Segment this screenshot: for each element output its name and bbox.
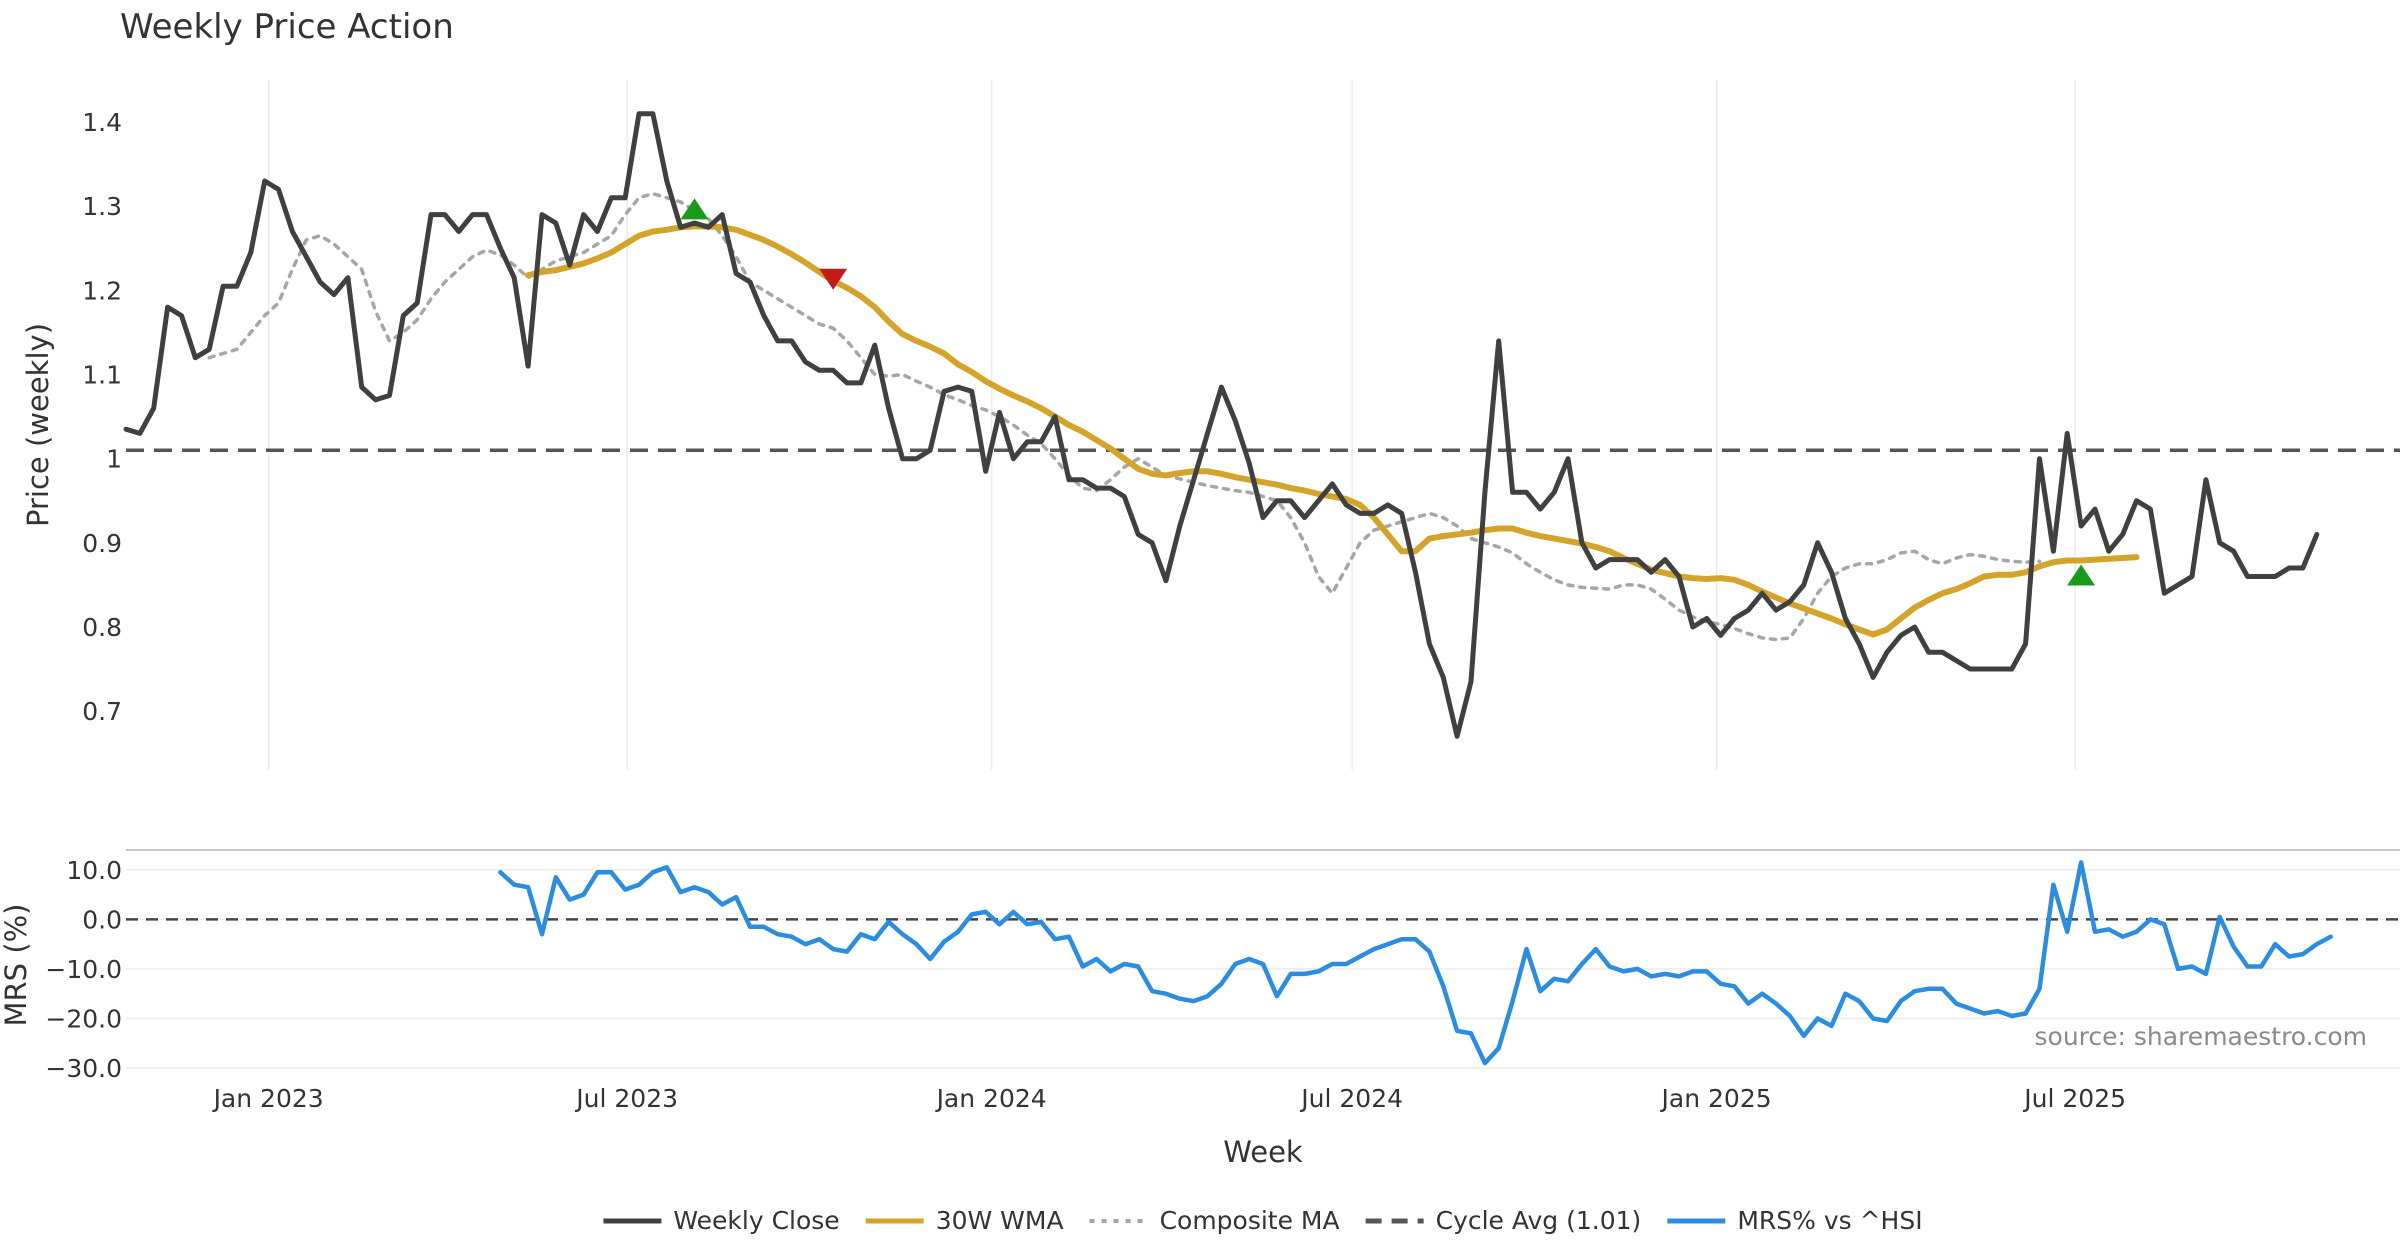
- legend-label: Composite MA: [1160, 1206, 1340, 1235]
- legend-label: MRS% vs ^HSI: [1737, 1206, 1922, 1235]
- legend-item: 30W WMA: [865, 1206, 1064, 1235]
- x-axis-label: Week: [1223, 1135, 1303, 1169]
- price-y-tick-label: 1.2: [82, 276, 122, 305]
- mrs-y-tick-label: 0.0: [82, 905, 122, 934]
- signal-markers: [680, 198, 2096, 586]
- price-y-axis-label: Price (weekly): [21, 323, 55, 527]
- price-y-tick-label: 1.4: [82, 108, 122, 137]
- price-y-tick-label: 0.7: [82, 697, 122, 726]
- mrs-y-axis-ticks: 10.0 0.0 −10.0 −20.0 −30.0: [45, 856, 122, 1083]
- price-y-axis-ticks: 0.7 0.8 0.9 1 1.1 1.2 1.3 1.4: [82, 108, 122, 726]
- x-tick-label: Jan 2024: [935, 1084, 1047, 1113]
- sell-signal-marker: [819, 268, 848, 290]
- mrs-y-tick-label: −30.0: [45, 1054, 122, 1083]
- x-tick-label: Jul 2025: [2022, 1084, 2126, 1113]
- chart-legend: Weekly Close 30W WMA Composite MA Cycle Avg…: [603, 1206, 1923, 1235]
- legend-label: Weekly Close: [673, 1206, 839, 1235]
- legend-item: Composite MA: [1089, 1206, 1340, 1235]
- price-y-tick-label: 1.3: [82, 192, 122, 221]
- source-annotation: source: sharemaestro.com: [2035, 1022, 2368, 1051]
- x-tick-label: Jan 2025: [1660, 1084, 1772, 1113]
- legend-item: Weekly Close: [603, 1206, 840, 1235]
- buy-signal-marker: [680, 198, 709, 220]
- x-axis-ticks: Jan 2023 Jul 2023 Jan 2024 Jul 2024 Jan 2025…: [212, 1084, 2126, 1113]
- legend-label: 30W WMA: [936, 1206, 1064, 1235]
- x-tick-label: Jan 2023: [212, 1084, 324, 1113]
- mrs-y-tick-label: 10.0: [66, 856, 122, 885]
- legend-label: Cycle Avg (1.01): [1436, 1206, 1642, 1235]
- price-panel-grid: [267, 80, 2076, 770]
- mrs-panel-series: [126, 860, 2400, 1066]
- buy-signal-marker: [2067, 564, 2096, 586]
- mrs-vs-hsi-line: [498, 860, 2333, 1066]
- weekly-close-line: [123, 111, 2320, 739]
- mrs-y-tick-label: −10.0: [45, 955, 122, 984]
- price-y-tick-label: 1.1: [82, 361, 122, 390]
- price-y-tick-label: 0.8: [82, 613, 122, 642]
- 30w-wma-line: [525, 223, 2140, 638]
- x-tick-label: Jul 2023: [574, 1084, 678, 1113]
- legend-item: MRS% vs ^HSI: [1667, 1206, 1923, 1235]
- chart-title: Weekly Price Action: [120, 7, 454, 47]
- price-y-tick-label: 0.9: [82, 529, 122, 558]
- price-y-tick-label: 1: [106, 445, 122, 474]
- mrs-y-tick-label: −20.0: [45, 1004, 122, 1033]
- price-panel-series: [123, 111, 2400, 739]
- mrs-y-axis-label: MRS (%): [0, 904, 33, 1027]
- composite-ma-line: [207, 191, 2042, 642]
- legend-item: Cycle Avg (1.01): [1365, 1206, 1642, 1235]
- x-tick-label: Jul 2024: [1299, 1084, 1403, 1113]
